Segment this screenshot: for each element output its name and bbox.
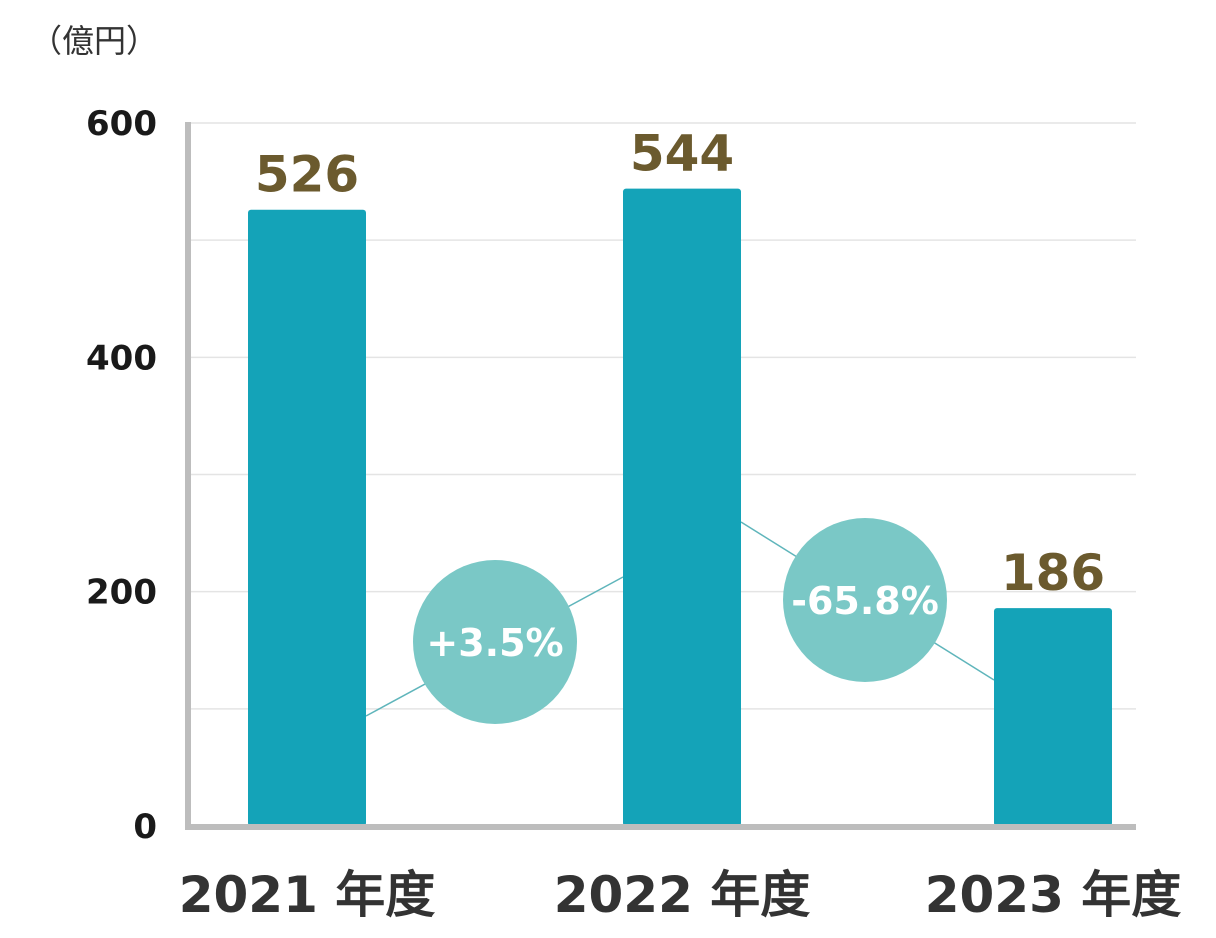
value-labels: 526 544 186 [255,125,1105,602]
growth-label: +3.5% [426,621,563,665]
bar [994,608,1112,826]
y-tick-label: 0 [133,807,157,847]
value-label: 544 [630,125,734,183]
growth-bubbles: +3.5% -65.8% [413,518,947,724]
unit-label: （億円） [30,22,158,60]
value-label: 186 [1001,544,1105,602]
x-axis-ticks: 2021 年度 2022 年度 2023 年度 [179,866,1182,924]
growth-bubble [413,560,577,724]
y-tick-label: 200 [86,573,157,613]
bars [248,188,1112,826]
axes [185,122,1136,830]
x-tick-label: 2021 年度 [179,866,436,924]
growth-bubble [783,518,947,682]
bar [248,209,366,826]
y-tick-label: 600 [86,104,157,144]
growth-label: -65.8% [791,579,939,623]
y-axis-ticks: 0 200 400 600 [86,104,157,847]
x-tick-label: 2022 年度 [554,866,811,924]
value-label: 526 [255,146,359,204]
y-tick-label: 400 [86,338,157,378]
x-tick-label: 2023 年度 [925,866,1182,924]
bar [623,188,741,826]
